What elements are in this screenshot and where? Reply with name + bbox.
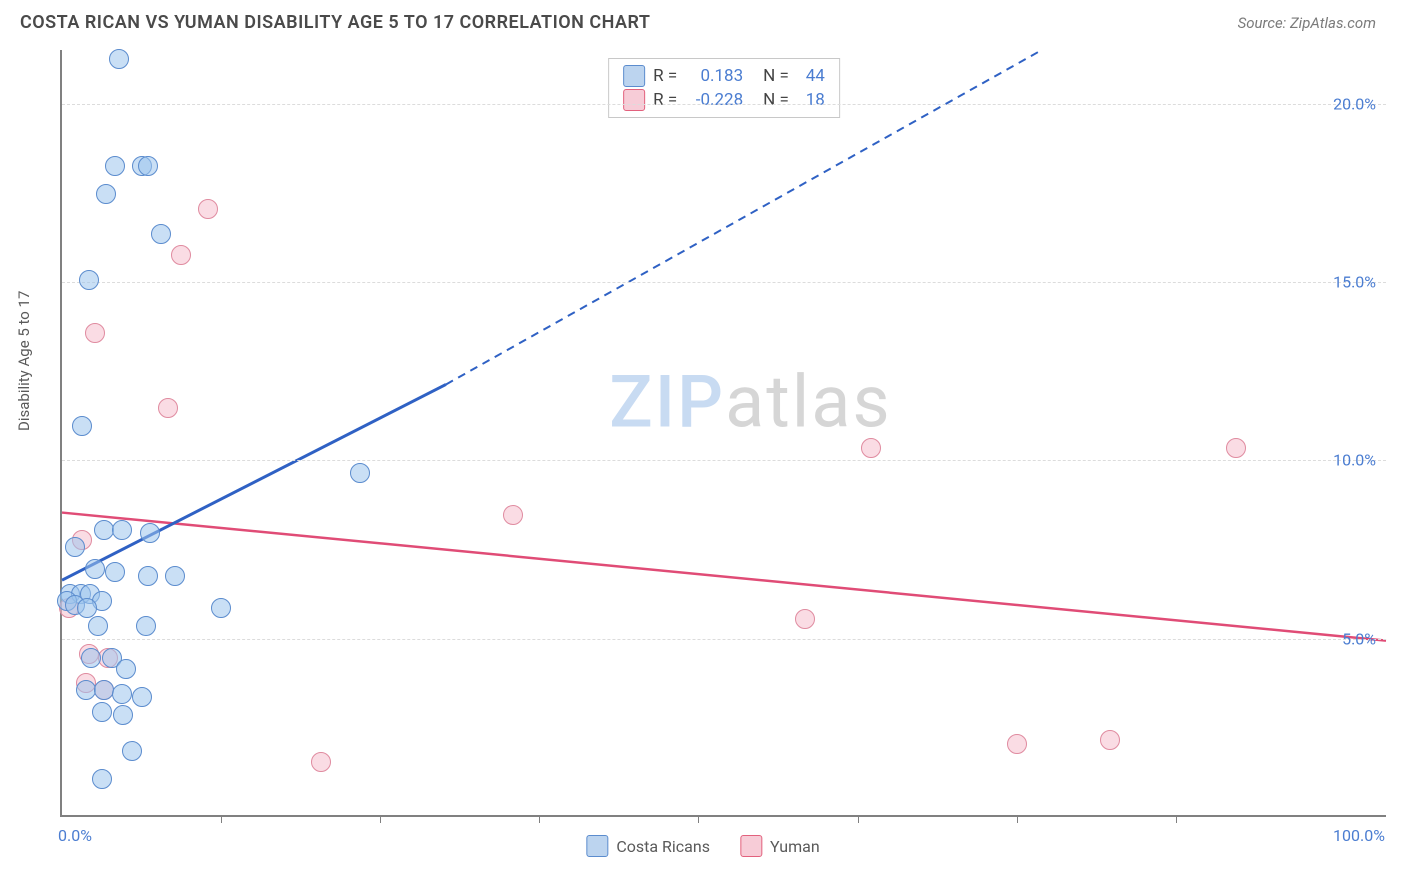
data-point [138, 566, 158, 586]
x-tick [539, 815, 540, 823]
data-point [503, 505, 523, 525]
data-point [211, 598, 231, 618]
legend-row: R = 0.183 N = 44 [623, 64, 825, 88]
gridline [62, 104, 1386, 105]
y-tick-label: 5.0% [1342, 629, 1376, 648]
data-point [113, 705, 133, 725]
legend-row: R = -0.228 N = 18 [623, 88, 825, 112]
x-tick [221, 815, 222, 823]
series-legend-item: Yuman [740, 835, 820, 857]
series-legend: Costa Ricans Yuman [586, 835, 819, 857]
data-point [861, 438, 881, 458]
data-point [88, 616, 108, 636]
data-point [122, 741, 142, 761]
x-tick [380, 815, 381, 823]
data-point [140, 523, 160, 543]
data-point [96, 184, 116, 204]
data-point [165, 566, 185, 586]
data-point [158, 398, 178, 418]
legend-r-label: R = [653, 66, 677, 86]
legend-r-value: -0.228 [685, 90, 743, 110]
gridline [62, 639, 1386, 640]
legend-swatch [623, 89, 645, 111]
gridline [62, 460, 1386, 461]
correlation-legend: R = 0.183 N = 44 R = -0.228 N = 18 [608, 58, 840, 118]
y-tick-label: 15.0% [1333, 272, 1376, 291]
data-point [1226, 438, 1246, 458]
data-point [132, 687, 152, 707]
data-point [76, 680, 96, 700]
legend-n-label: N = [763, 90, 789, 110]
x-tick-label: 0.0% [58, 826, 92, 845]
legend-swatch [586, 835, 608, 857]
chart-title: COSTA RICAN VS YUMAN DISABILITY AGE 5 TO… [20, 12, 651, 33]
x-tick [1176, 815, 1177, 823]
data-point [112, 520, 132, 540]
gridline [62, 282, 1386, 283]
data-point [105, 156, 125, 176]
legend-r-label: R = [653, 90, 677, 110]
legend-r-value: 0.183 [685, 66, 743, 86]
data-point [79, 270, 99, 290]
data-point [85, 323, 105, 343]
data-point [311, 752, 331, 772]
data-point [151, 224, 171, 244]
x-tick [1017, 815, 1018, 823]
x-tick [698, 815, 699, 823]
series-legend-label: Yuman [770, 837, 820, 856]
data-point [105, 562, 125, 582]
chart-area: Disability Age 5 to 17 ZIPatlas R =0.183… [20, 50, 1386, 872]
data-point [136, 616, 156, 636]
series-legend-label: Costa Ricans [616, 837, 710, 856]
plot-region: ZIPatlas R =0.183N =44R =-0.228N =18 5.0… [60, 50, 1386, 817]
data-point [85, 559, 105, 579]
x-tick-label: 100.0% [1333, 826, 1385, 845]
trend-lines [62, 50, 1386, 815]
data-point [138, 156, 158, 176]
data-point [198, 199, 218, 219]
data-point [109, 49, 129, 69]
source-label: Source: ZipAtlas.com [1238, 14, 1376, 32]
data-point [795, 609, 815, 629]
legend-n-value: 44 [797, 66, 825, 86]
data-point [65, 537, 85, 557]
data-point [112, 684, 132, 704]
y-tick-label: 20.0% [1333, 94, 1376, 113]
legend-swatch [740, 835, 762, 857]
y-axis-label: Disability Age 5 to 17 [15, 291, 33, 431]
legend-swatch [623, 65, 645, 87]
data-point [171, 245, 191, 265]
x-tick [858, 815, 859, 823]
data-point [116, 659, 136, 679]
data-point [1100, 730, 1120, 750]
y-tick-label: 10.0% [1333, 451, 1376, 470]
data-point [77, 598, 97, 618]
data-point [350, 463, 370, 483]
data-point [92, 769, 112, 789]
data-point [81, 648, 101, 668]
data-point [72, 416, 92, 436]
series-legend-item: Costa Ricans [586, 835, 710, 857]
legend-n-value: 18 [797, 90, 825, 110]
legend-n-label: N = [763, 66, 789, 86]
data-point [92, 702, 112, 722]
data-point [1007, 734, 1027, 754]
